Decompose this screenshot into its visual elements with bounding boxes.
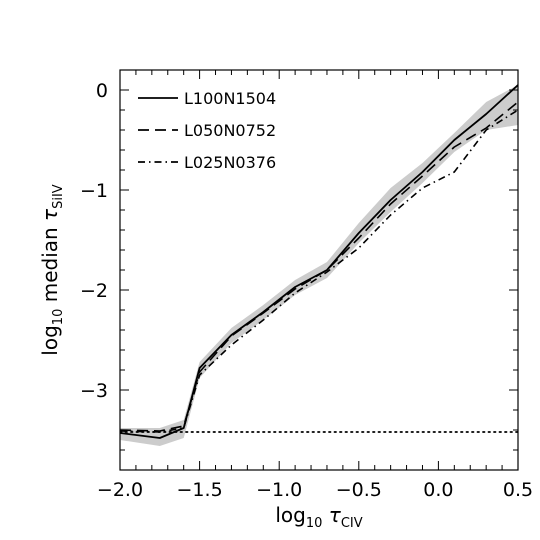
legend-label-L100N1504: L100N1504 (184, 89, 276, 108)
y-tick-label: −1 (80, 180, 108, 202)
x-tick-label: −2.0 (97, 479, 143, 501)
legend-label-L025N0376: L025N0376 (184, 153, 276, 172)
ylabel-sub: 10 (51, 309, 66, 326)
legend: L100N1504 L050N0752 L025N0376 (138, 89, 276, 172)
legend-label-L050N0752: L050N0752 (184, 121, 276, 140)
ylabel-prefix: log (38, 325, 62, 356)
x-tick-label: −0.5 (336, 479, 382, 501)
x-tick-label: −1.5 (177, 479, 223, 501)
xlabel-prefix: log (275, 503, 306, 527)
ylabel-symbol: τ (38, 208, 62, 221)
y-tick-label: −2 (80, 280, 108, 302)
y-tick-label: −3 (80, 380, 108, 402)
xlabel-sub: 10 (306, 516, 323, 531)
line-layer (120, 84, 518, 439)
xlabel-symbol-sub: CIV (341, 516, 363, 531)
series-line-L050N0752 (120, 101, 518, 432)
ylabel-symbol-sub: SiIV (51, 184, 66, 209)
axes-layer: −2.0 −1.5 −1.0 −0.5 0.0 0.5 0 −1 −2 −3 (80, 69, 533, 501)
y-axis-label: log10 median τSiIV (38, 184, 66, 355)
x-tick-label: 0.0 (423, 479, 453, 501)
x-tick-label: 0.5 (503, 479, 533, 501)
band-layer (120, 85, 518, 446)
y-tick-label: 0 (96, 80, 108, 102)
x-axis-label: log10 τCIV (275, 503, 362, 531)
scatter-band (120, 85, 518, 446)
ylabel-word: median (38, 221, 62, 309)
x-tick-label: −1.0 (256, 479, 302, 501)
series-line-L025N0376 (120, 109, 518, 433)
xlabel-symbol: τ (322, 503, 341, 527)
